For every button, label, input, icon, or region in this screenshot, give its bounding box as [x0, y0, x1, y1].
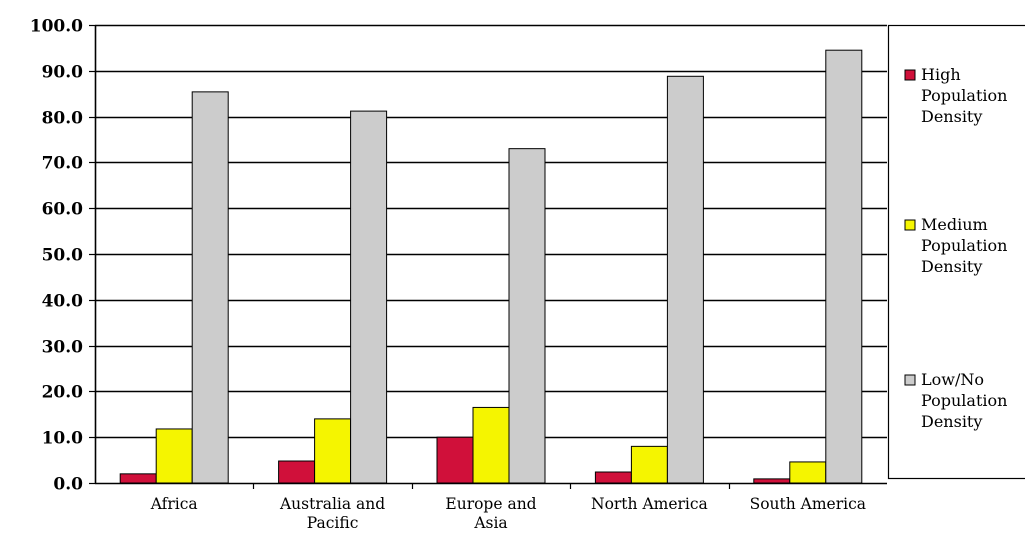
bar — [436, 436, 474, 484]
legend-label: Population — [921, 236, 1007, 255]
axes — [89, 24, 887, 489]
bar — [472, 406, 510, 484]
y-tick-label: 40.0 — [42, 292, 84, 312]
bar — [155, 428, 193, 484]
bar — [630, 445, 668, 484]
y-tick-label: 20.0 — [42, 383, 84, 403]
y-tick-labels: 0.0 10.0 20.0 30.0 40.0 50.0 60.0 70.0 80.0 90.0 1… — [30, 17, 83, 495]
y-tick-label: 30.0 — [42, 338, 84, 358]
bar — [278, 460, 316, 484]
legend-swatch — [904, 219, 916, 231]
bar — [191, 91, 229, 484]
bar — [789, 461, 827, 484]
x-category-label: Asia — [473, 514, 507, 532]
legend-label: Population — [921, 391, 1007, 410]
x-category-label: South America — [750, 495, 866, 513]
bars — [119, 49, 863, 484]
bar — [753, 478, 791, 484]
legend-swatch — [904, 69, 916, 81]
legend-label: High — [921, 65, 961, 84]
x-category-label: Africa — [150, 495, 198, 513]
x-category-label: Pacific — [307, 514, 359, 532]
legend-label: Density — [921, 257, 982, 276]
x-category-label: Australia and — [279, 495, 385, 513]
bar — [594, 471, 632, 484]
y-tick-label: 50.0 — [42, 246, 84, 266]
x-category-label: North America — [591, 495, 708, 513]
y-tick-label: 0.0 — [53, 475, 83, 495]
bar — [350, 110, 388, 484]
bar — [119, 473, 157, 484]
bar — [508, 148, 546, 484]
y-tick-label: 100.0 — [30, 17, 83, 37]
legend: High Population Density Medium Population Den… — [887, 24, 1025, 480]
legend-swatch — [904, 374, 916, 386]
legend-box — [887, 24, 1025, 480]
legend-label: Medium — [921, 215, 988, 234]
x-category-label: Europe and — [445, 495, 536, 513]
y-tick-label: 90.0 — [42, 63, 84, 83]
y-tick-label: 10.0 — [42, 429, 84, 449]
legend-label: Density — [921, 107, 982, 126]
legend-label: Low/No — [921, 370, 984, 389]
bar — [825, 49, 863, 484]
legend-label: Population — [921, 86, 1007, 105]
legend-label: Density — [921, 412, 982, 431]
y-tick-label: 60.0 — [42, 200, 84, 220]
y-tick-label: 70.0 — [42, 154, 84, 174]
bar — [314, 418, 352, 484]
bar — [666, 75, 704, 484]
y-tick-label: 80.0 — [42, 109, 84, 129]
